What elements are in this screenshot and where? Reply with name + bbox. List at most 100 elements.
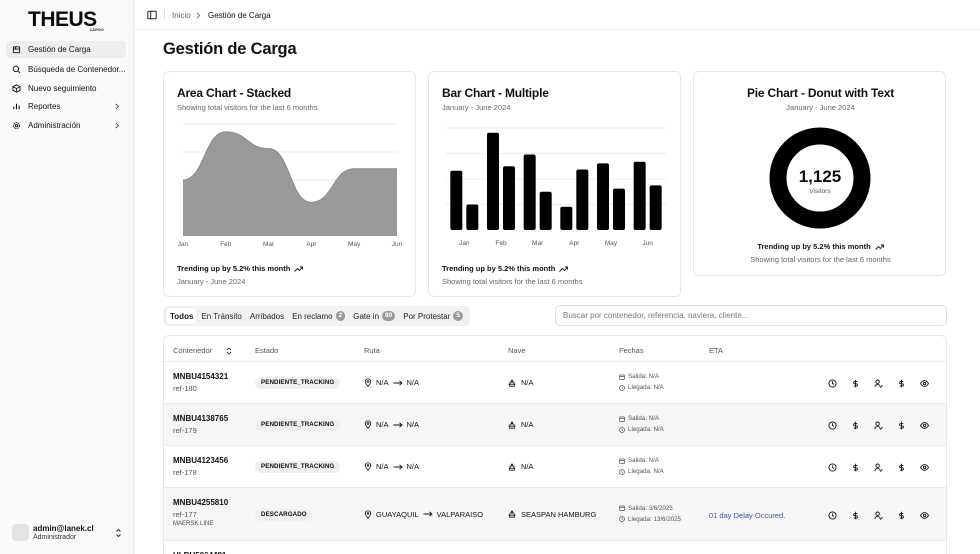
table-row[interactable]: MNBU4138765 ref-179 PENDIENTE_TRACKING N/A…: [164, 404, 946, 446]
status-badge: DESCARGADO: [255, 508, 313, 521]
x-tick-label: Jun: [642, 240, 653, 247]
dollar-icon[interactable]: [897, 463, 906, 472]
route-origin: N/A: [376, 378, 389, 387]
calendar-icon: [619, 505, 625, 511]
area-chart-card: Area Chart - Stacked Showing total visit…: [163, 71, 416, 297]
route: GUAYAQUIL VALPARAISO: [364, 510, 483, 519]
table-row[interactable]: MNBU4123456 ref-178 PENDIENTE_TRACKING N/A…: [164, 446, 946, 488]
main-content: Inicio Gestión de Carga Gestión de Carga…: [135, 0, 980, 554]
tab-en-transito[interactable]: En Tránsito: [197, 308, 245, 324]
route: N/A N/A: [364, 462, 419, 471]
tab-por-protestar[interactable]: Por Protestar 5: [399, 308, 467, 324]
trending-up-icon: [874, 244, 884, 250]
sidebar-item-nuevo-seguimiento[interactable]: Nuevo seguimiento: [6, 80, 126, 97]
map-pin-icon: [364, 378, 372, 387]
x-tick-label: Jun: [391, 241, 403, 248]
departure-text: Salida: N/A: [628, 373, 659, 380]
table-row[interactable]: MNBU4154321 ref-180 PENDIENTE_TRACKING N/A…: [164, 362, 946, 404]
eye-icon[interactable]: [920, 463, 929, 472]
container-ref: ref-179: [173, 426, 197, 435]
bar: [466, 204, 479, 230]
tab-gate-in[interactable]: Gate in 80: [349, 308, 399, 324]
logo-text: THEUS: [28, 8, 97, 31]
row-actions: [828, 379, 943, 388]
arrival-text: Llegada: 13/6/2025: [628, 515, 681, 523]
chevron-right-icon: [115, 122, 119, 129]
breadcrumb-home[interactable]: Inicio: [172, 11, 191, 20]
clock-icon[interactable]: [828, 379, 837, 388]
eye-icon[interactable]: [920, 511, 929, 520]
user-check-icon[interactable]: [874, 421, 883, 430]
breadcrumb-current: Gestión de Carga: [208, 11, 271, 20]
ship-icon: [508, 421, 516, 429]
user-check-icon[interactable]: [874, 511, 883, 520]
sidebar-item-busqueda[interactable]: Búsqueda de Contenedor...: [6, 61, 126, 78]
user-role: Administrador: [33, 534, 77, 541]
calendar-icon: [619, 416, 625, 422]
dollar-icon[interactable]: [851, 379, 860, 388]
tab-label: Arribados: [249, 311, 285, 321]
dollar-icon[interactable]: [897, 379, 906, 388]
bar: [633, 161, 646, 230]
container-id[interactable]: MNBU4154321: [173, 372, 229, 381]
table-row[interactable]: HLBU5064481: [164, 541, 946, 554]
shipping-line: MAERSK LINE: [173, 521, 214, 527]
trend-label: Trending up by 5.2% this month: [177, 264, 291, 273]
tab-arribados[interactable]: Arribados: [246, 308, 288, 324]
arrow-right-icon: [393, 421, 403, 428]
trending-up-icon: [559, 266, 569, 272]
dollar-icon[interactable]: [897, 421, 906, 430]
column-header-contenedor[interactable]: Contenedor: [173, 346, 232, 355]
dollar-icon[interactable]: [897, 511, 906, 520]
tab-todos[interactable]: Todos: [166, 308, 198, 324]
ship: N/A: [508, 462, 534, 471]
user-menu[interactable]: admin@lanek.cl Administrador: [10, 522, 126, 544]
ship-name: N/A: [521, 420, 534, 429]
arrival-date: Llegada: N/A: [619, 426, 664, 433]
column-header-fechas: Fechas: [619, 346, 644, 355]
clock-icon[interactable]: [828, 463, 837, 472]
user-email: admin@lanek.cl: [33, 524, 94, 533]
arrival-date: Llegada: 13/6/2025: [619, 516, 681, 523]
container-id[interactable]: MNBU4138765: [173, 414, 229, 423]
bar: [576, 169, 589, 230]
sidebar-item-administracion[interactable]: Administración: [6, 117, 126, 134]
clock-icon[interactable]: [828, 510, 837, 520]
clock-icon: [619, 516, 625, 522]
sidebar-toggle-icon[interactable]: [147, 10, 157, 20]
user-check-icon[interactable]: [874, 463, 883, 472]
arrow-right-icon: [423, 511, 433, 517]
pie-chart-card: Pie Chart - Donut with Text January - Ju…: [693, 71, 946, 276]
dollar-icon[interactable]: [851, 421, 860, 430]
x-tick-label: Feb: [495, 240, 507, 247]
clock-icon[interactable]: [828, 421, 837, 430]
dollar-icon[interactable]: [851, 511, 860, 520]
route-origin: GUAYAQUIL: [376, 509, 419, 519]
table-row[interactable]: MNBU4255810 ref-177 MAERSK LINE DESCARGADO …: [164, 488, 946, 541]
container-id[interactable]: MNBU4255810: [173, 498, 229, 507]
bar: [450, 170, 463, 230]
trending-up-icon: [294, 266, 304, 272]
ship-name: N/A: [521, 462, 534, 471]
search-input[interactable]: [555, 305, 947, 326]
user-check-icon[interactable]: [874, 379, 883, 388]
sidebar-item-reportes[interactable]: Reportes: [6, 98, 126, 115]
bar-chart: [446, 127, 666, 230]
dollar-icon[interactable]: [851, 463, 860, 472]
container-id[interactable]: HLBU5064481: [173, 551, 226, 554]
route-destination: N/A: [406, 420, 420, 429]
tab-en-reclamo[interactable]: En reclamo 2: [288, 308, 349, 324]
arrow-right-icon: [393, 463, 403, 470]
logo[interactable]: THEUS CARGO: [28, 9, 106, 33]
eye-icon[interactable]: [920, 421, 929, 430]
departure-text: Salida: 3/6/2025: [628, 504, 673, 512]
eye-icon[interactable]: [920, 379, 929, 388]
x-tick-label: May: [348, 241, 361, 248]
count-badge: 80: [382, 311, 396, 321]
tab-label: En Tránsito: [201, 311, 242, 321]
arrival-text: Llegada: N/A: [628, 426, 664, 433]
sidebar-item-gestion[interactable]: Gestión de Carga: [6, 41, 126, 58]
x-tick-label: Mar: [262, 241, 275, 248]
column-header-eta: ETA: [709, 346, 724, 355]
container-id[interactable]: MNBU4123456: [173, 456, 229, 465]
